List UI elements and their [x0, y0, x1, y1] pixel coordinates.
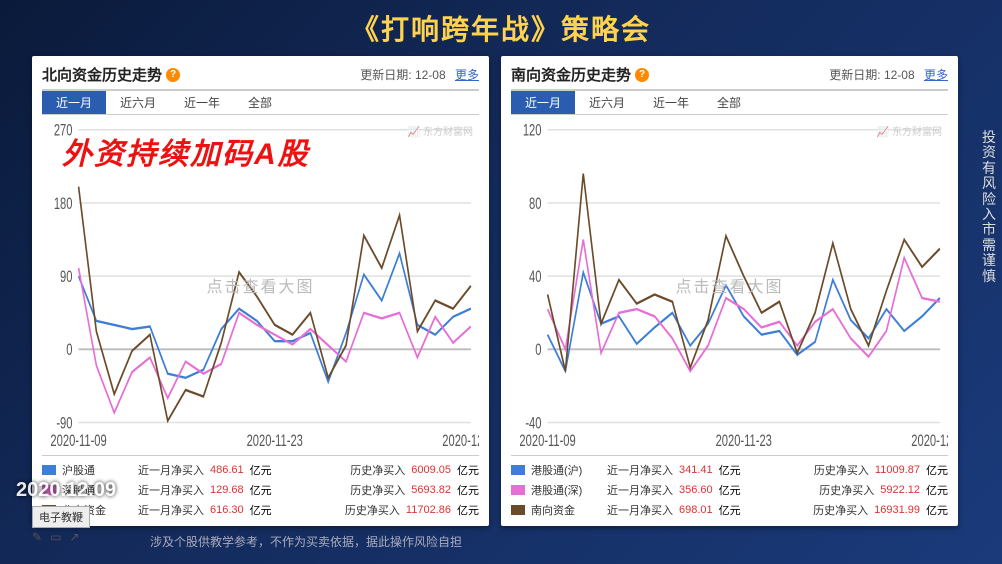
svg-text:2020-11-23: 2020-11-23 — [247, 431, 303, 450]
month-value: 356.60 — [679, 484, 713, 496]
range-tab[interactable]: 近一月 — [42, 91, 106, 114]
range-tabs: 近一月近六月近一年全部 — [511, 89, 948, 115]
help-icon[interactable]: ? — [166, 68, 180, 82]
pointer-icon[interactable]: ↗ — [69, 530, 79, 544]
hist-unit: 亿元 — [457, 482, 479, 498]
month-unit: 亿元 — [719, 502, 741, 518]
chart-area[interactable]: -40 0 40 80 120 2020-11-09 2020-11-23 2020-12-0… — [511, 115, 948, 455]
hist-value: 11702.86 — [406, 504, 451, 516]
northbound-panel: 北向资金历史走势? 更新日期: 12-08 更多近一月近六月近一年全部 -90 0 90… — [32, 56, 489, 526]
panel-title: 南向资金历史走势? — [511, 64, 649, 85]
hist-value: 5922.12 — [880, 484, 920, 496]
month-unit: 亿元 — [719, 462, 741, 478]
hist-unit: 亿元 — [926, 462, 948, 478]
legend-swatch — [42, 465, 56, 475]
svg-text:2020-11-23: 2020-11-23 — [716, 431, 772, 450]
range-tab[interactable]: 近六月 — [575, 91, 639, 114]
overlay-caption: 外资持续加码A股 — [62, 129, 310, 173]
hist-value: 11009.87 — [875, 464, 920, 476]
tool-tag[interactable]: 电子教鞭 — [32, 506, 90, 528]
range-tab[interactable]: 近一年 — [170, 91, 234, 114]
range-tab[interactable]: 全部 — [234, 91, 286, 114]
legend: 港股通(沪)近一月净买入341.41亿元历史净买入11009.87亿元港股通(深… — [511, 455, 948, 520]
hist-label: 历史净买入 — [814, 462, 869, 478]
svg-text:2020-12-08: 2020-12-08 — [442, 431, 479, 450]
hist-unit: 亿元 — [926, 482, 948, 498]
update-info: 更新日期: 12-08 更多 — [360, 66, 479, 83]
svg-text:0: 0 — [535, 340, 541, 359]
svg-text:2020-11-09: 2020-11-09 — [50, 431, 106, 450]
legend-swatch — [511, 485, 525, 495]
chart-area[interactable]: -900901802702020-11-092020-11-232020-12-… — [42, 115, 479, 455]
svg-text:120: 120 — [523, 121, 542, 140]
month-label: 近一月净买入 — [138, 482, 204, 498]
svg-text:-90: -90 — [56, 413, 72, 432]
range-tab[interactable]: 近六月 — [106, 91, 170, 114]
svg-text:90: 90 — [60, 267, 73, 286]
risk-warning: 投资有风险 入市需谨慎 — [980, 130, 998, 284]
more-link[interactable]: 更多 — [455, 68, 479, 82]
hist-label: 历史净买入 — [350, 482, 405, 498]
svg-text:180: 180 — [54, 194, 73, 213]
eraser-icon[interactable]: ▭ — [50, 530, 61, 544]
source-watermark: 📈 东方财富网 — [408, 123, 473, 138]
svg-text:-40: -40 — [525, 413, 541, 432]
month-value: 486.61 — [210, 464, 244, 476]
hist-unit: 亿元 — [926, 502, 948, 518]
month-value: 341.41 — [679, 464, 713, 476]
range-tab[interactable]: 近一年 — [639, 91, 703, 114]
banner-title: 《打响跨年战》策略会 — [0, 8, 1002, 48]
month-unit: 亿元 — [250, 482, 272, 498]
series-name: 南向资金 — [531, 502, 601, 518]
series-name: 港股通(深) — [531, 482, 601, 498]
hist-value: 6009.05 — [411, 464, 451, 476]
month-label: 近一月净买入 — [607, 462, 673, 478]
panel-title: 北向资金历史走势? — [42, 64, 180, 85]
legend-row: 港股通(沪) 近一月净买入 341.41 亿元 历史净买入 11009.87 亿元 — [511, 460, 948, 480]
hist-label: 历史净买入 — [813, 502, 868, 518]
svg-text:0: 0 — [66, 340, 72, 359]
hist-value: 5693.82 — [411, 484, 451, 496]
panels-container: 北向资金历史走势?更新日期: 12-08 更多近一月近六月近一年全部-90090… — [32, 56, 958, 526]
hist-label: 历史净买入 — [819, 482, 874, 498]
svg-text:40: 40 — [529, 267, 542, 286]
legend-row: 南向资金近一月净买入 698.01 亿元 历史净买入 16931.99 亿元 — [511, 500, 948, 520]
hist-label: 历史净买入 — [350, 462, 405, 478]
month-value: 616.30 — [210, 504, 244, 516]
month-unit: 亿元 — [250, 462, 272, 478]
series-name: 沪股通 — [62, 462, 132, 478]
range-tabs: 近一月近六月近一年全部 — [42, 89, 479, 115]
month-label: 近一月净买入 — [607, 482, 673, 498]
range-tab[interactable]: 近一月 — [511, 91, 575, 114]
hist-label: 历史净买入 — [345, 502, 400, 518]
pencil-icon[interactable]: ✎ — [32, 530, 42, 544]
month-unit: 亿元 — [250, 502, 272, 518]
more-link[interactable]: 更多 — [924, 68, 948, 82]
date-overlay: 2020.12.09 — [16, 479, 116, 502]
month-unit: 亿元 — [719, 482, 741, 498]
svg-text:80: 80 — [529, 194, 542, 213]
month-value: 698.01 — [679, 504, 713, 516]
disclaimer: 涉及个股供教学参考，不作为买卖依据，据此操作风险自担 — [120, 533, 1002, 550]
hist-unit: 亿元 — [457, 502, 479, 518]
southbound-panel: 南向资金历史走势? 更新日期: 12-08 更多近一月近六月近一年全部 -40 0 40… — [501, 56, 958, 526]
update-info: 更新日期: 12-08 更多 — [829, 66, 948, 83]
stage: 《打响跨年战》策略会 投资有风险 入市需谨慎 北向资金历史走势? 更新日期: 12… — [0, 0, 1002, 564]
source-watermark: 📈 东方财富网 — [877, 123, 942, 138]
series-name: 港股通(沪) — [531, 462, 601, 478]
hist-value: 16931.99 — [874, 504, 920, 516]
legend-row: 沪股通近一月净买入 486.61 亿元 历史净买入 6009.05 亿元 — [42, 460, 479, 480]
legend-swatch — [511, 465, 525, 475]
month-label: 近一月净买入 — [607, 502, 673, 518]
help-icon[interactable]: ? — [635, 68, 649, 82]
legend-swatch — [511, 505, 525, 515]
hist-unit: 亿元 — [457, 462, 479, 478]
range-tab[interactable]: 全部 — [703, 91, 755, 114]
svg-text:2020-12-08: 2020-12-08 — [911, 431, 948, 450]
legend-row: 港股通(深) 近一月净买入 356.60 亿元 历史净买入 5922.12 亿元 — [511, 480, 948, 500]
month-value: 129.68 — [210, 484, 244, 496]
month-label: 近一月净买入 — [138, 462, 204, 478]
svg-text:2020-11-09: 2020-11-09 — [519, 431, 575, 450]
